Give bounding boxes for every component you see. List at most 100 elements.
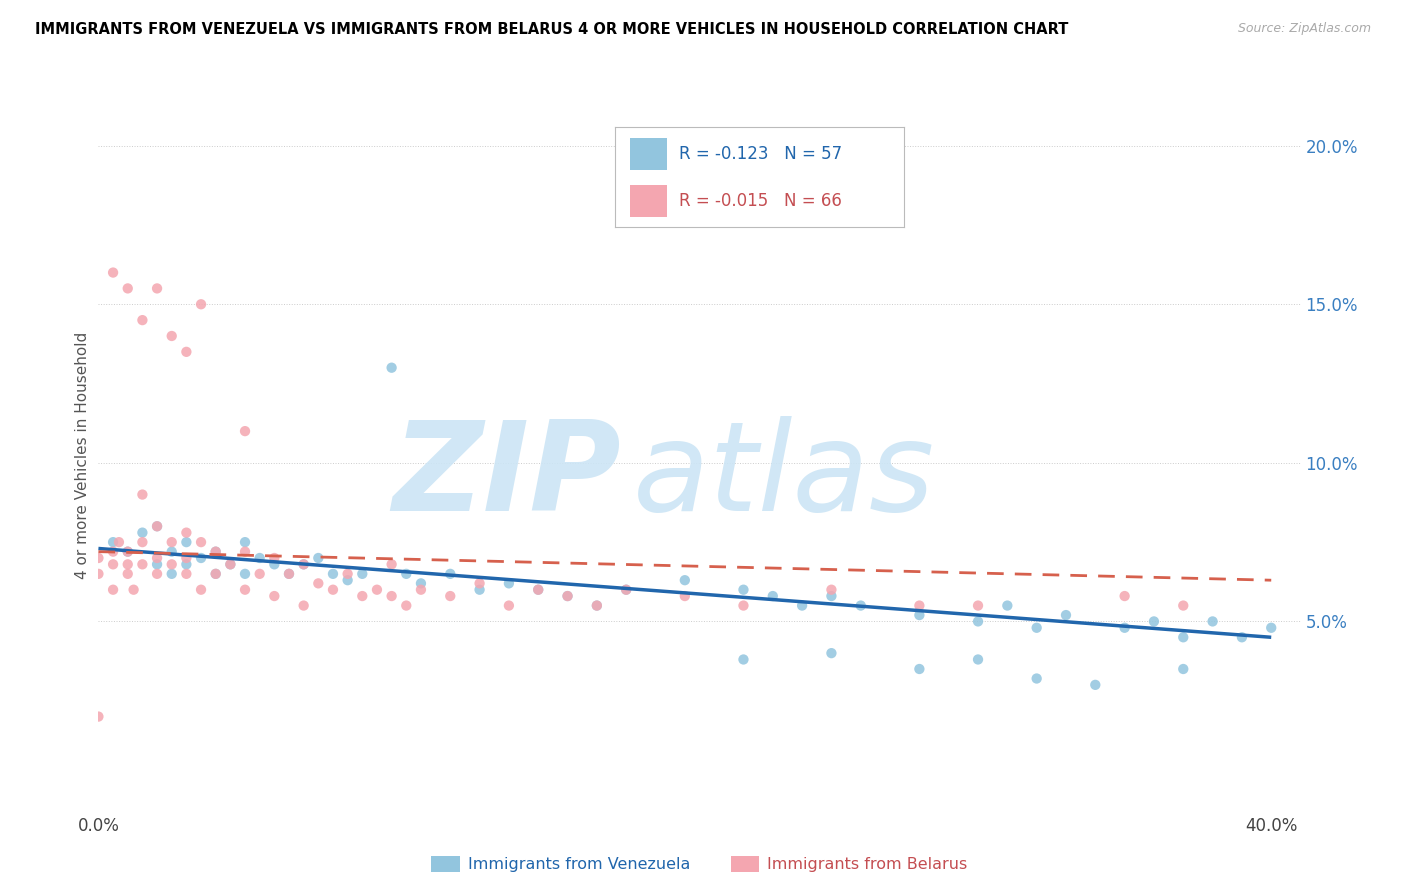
Point bbox=[614, 582, 637, 597]
Point bbox=[117, 281, 139, 295]
Point bbox=[336, 566, 359, 581]
Point bbox=[1025, 672, 1047, 686]
Point bbox=[1173, 599, 1195, 613]
Point bbox=[673, 589, 696, 603]
Point bbox=[146, 281, 169, 295]
Point bbox=[1143, 615, 1166, 629]
Point bbox=[849, 599, 872, 613]
Point bbox=[233, 582, 256, 597]
Point bbox=[967, 615, 990, 629]
Point bbox=[146, 566, 169, 581]
Point bbox=[820, 582, 842, 597]
Point bbox=[1173, 662, 1195, 676]
Point bbox=[249, 566, 271, 581]
Point bbox=[409, 576, 432, 591]
Point bbox=[233, 424, 256, 438]
Point bbox=[820, 646, 842, 660]
Point bbox=[307, 576, 329, 591]
Point bbox=[278, 566, 301, 581]
Point bbox=[468, 582, 491, 597]
Point bbox=[87, 551, 110, 566]
Point bbox=[395, 566, 418, 581]
Point bbox=[101, 558, 124, 572]
Point bbox=[160, 566, 183, 581]
Y-axis label: 4 or more Vehicles in Household: 4 or more Vehicles in Household bbox=[75, 331, 90, 579]
Point bbox=[733, 652, 755, 666]
Point bbox=[108, 535, 131, 549]
Point bbox=[967, 652, 990, 666]
Point bbox=[160, 544, 183, 558]
Point bbox=[1260, 621, 1282, 635]
Point bbox=[190, 535, 212, 549]
Point bbox=[131, 313, 153, 327]
Point bbox=[176, 525, 198, 540]
Point bbox=[117, 558, 139, 572]
Point bbox=[673, 573, 696, 587]
Point bbox=[190, 297, 212, 311]
Text: atlas: atlas bbox=[633, 416, 935, 537]
Point bbox=[1201, 615, 1223, 629]
Text: ZIP: ZIP bbox=[392, 416, 621, 537]
Point bbox=[263, 551, 285, 566]
Point bbox=[381, 589, 404, 603]
Point bbox=[131, 558, 153, 572]
Point bbox=[527, 582, 550, 597]
Point bbox=[117, 544, 139, 558]
Point bbox=[160, 558, 183, 572]
Point bbox=[336, 573, 359, 587]
Point bbox=[87, 566, 110, 581]
Text: IMMIGRANTS FROM VENEZUELA VS IMMIGRANTS FROM BELARUS 4 OR MORE VEHICLES IN HOUSE: IMMIGRANTS FROM VENEZUELA VS IMMIGRANTS … bbox=[35, 22, 1069, 37]
Point bbox=[586, 599, 609, 613]
Point bbox=[146, 519, 169, 533]
Point bbox=[278, 566, 301, 581]
Point bbox=[117, 544, 139, 558]
Point bbox=[101, 266, 124, 280]
Point bbox=[101, 535, 124, 549]
Text: R = -0.015   N = 66: R = -0.015 N = 66 bbox=[679, 192, 842, 210]
Point bbox=[352, 566, 374, 581]
Point bbox=[146, 551, 169, 566]
Point bbox=[292, 558, 315, 572]
Point bbox=[908, 608, 931, 623]
Point bbox=[967, 599, 990, 613]
Point bbox=[263, 558, 285, 572]
Legend: Immigrants from Venezuela, Immigrants from Belarus: Immigrants from Venezuela, Immigrants fr… bbox=[425, 850, 974, 879]
Point bbox=[176, 558, 198, 572]
Text: R = -0.123   N = 57: R = -0.123 N = 57 bbox=[679, 145, 842, 162]
Point bbox=[160, 329, 183, 343]
Point bbox=[146, 558, 169, 572]
Point bbox=[176, 344, 198, 359]
Point bbox=[439, 589, 461, 603]
Point bbox=[160, 535, 183, 549]
Point bbox=[1025, 621, 1047, 635]
Point bbox=[527, 582, 550, 597]
Point bbox=[381, 360, 404, 375]
Point bbox=[733, 599, 755, 613]
Point bbox=[146, 519, 169, 533]
Point bbox=[381, 558, 404, 572]
Point bbox=[908, 662, 931, 676]
Point bbox=[439, 566, 461, 581]
Point bbox=[468, 576, 491, 591]
Point bbox=[733, 582, 755, 597]
Text: Source: ZipAtlas.com: Source: ZipAtlas.com bbox=[1237, 22, 1371, 36]
Point bbox=[204, 566, 226, 581]
Point bbox=[762, 589, 785, 603]
Point bbox=[219, 558, 242, 572]
Point bbox=[87, 709, 110, 723]
Point bbox=[292, 599, 315, 613]
Point bbox=[557, 589, 579, 603]
Point bbox=[131, 487, 153, 501]
Point bbox=[176, 566, 198, 581]
Bar bbox=[630, 137, 668, 169]
Point bbox=[176, 551, 198, 566]
Point bbox=[117, 566, 139, 581]
Point bbox=[249, 551, 271, 566]
Point bbox=[790, 599, 813, 613]
Point bbox=[131, 525, 153, 540]
Point bbox=[292, 558, 315, 572]
Point bbox=[204, 544, 226, 558]
Point bbox=[190, 551, 212, 566]
Point bbox=[1054, 608, 1077, 623]
Point bbox=[1230, 630, 1253, 644]
